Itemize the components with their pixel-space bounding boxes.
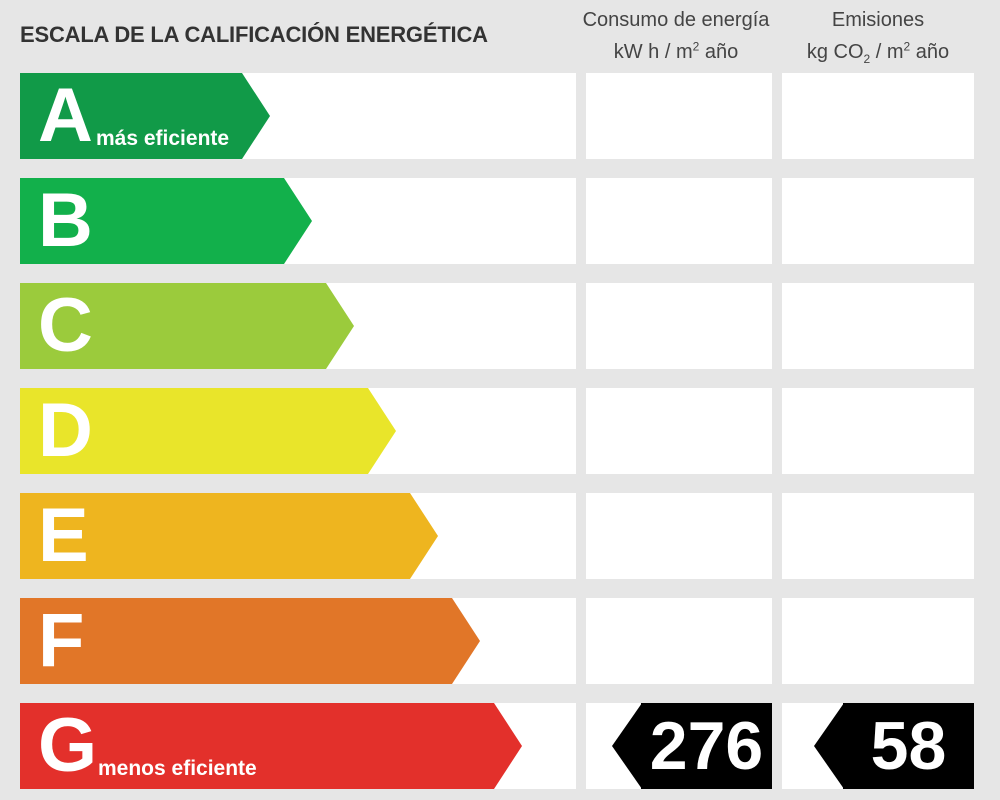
emissions-cell — [782, 493, 974, 579]
rating-row-d: D — [20, 388, 974, 474]
energy-header-unit: kW h / m2 año — [613, 39, 739, 63]
rating-letter: C — [38, 283, 93, 368]
energy-cell: 276 — [586, 703, 772, 789]
energy-cell — [586, 283, 772, 369]
energy-cell — [586, 73, 772, 159]
emissions-header-unit: kg CO2 / m2 año — [806, 39, 950, 66]
page-title: ESCALA DE LA CALIFICACIÓN ENERGÉTICA — [20, 22, 488, 47]
energy-cell — [586, 388, 772, 474]
energy-header-label: Consumo de energía — [582, 9, 770, 31]
rating-row-b: B — [20, 178, 974, 264]
energy-cell — [586, 178, 772, 264]
emissions-cell — [782, 283, 974, 369]
rating-letter: B — [38, 178, 93, 263]
emissions-column-header: Emisiones kg CO2 / m2 año — [782, 4, 974, 68]
rating-letter: E — [38, 493, 89, 578]
emissions-value-badge-value: 58 — [843, 703, 974, 789]
energy-cell — [586, 493, 772, 579]
rating-row-c: C — [20, 283, 974, 369]
rating-letter: D — [38, 388, 93, 473]
rating-row-e: E — [20, 493, 974, 579]
rating-letter: A — [38, 73, 93, 158]
emissions-cell — [782, 388, 974, 474]
emissions-cell — [782, 178, 974, 264]
energy-cell — [586, 598, 772, 684]
rating-letter: G — [38, 703, 98, 788]
rating-sublabel: más eficiente — [96, 127, 230, 150]
emissions-header-label: Emisiones — [831, 9, 925, 31]
rating-letter: F — [38, 598, 85, 683]
rating-row-f: F — [20, 598, 974, 684]
emissions-value-badge: 58 — [814, 703, 974, 789]
energy-value-badge: 276 — [612, 703, 772, 789]
rating-sublabel: menos eficiente — [98, 757, 257, 780]
emissions-cell: 58 — [782, 703, 974, 789]
energy-column-header: Consumo de energía kW h / m2 año — [578, 4, 774, 68]
emissions-cell — [782, 598, 974, 684]
emissions-cell — [782, 73, 974, 159]
energy-value-badge-value: 276 — [641, 703, 772, 789]
